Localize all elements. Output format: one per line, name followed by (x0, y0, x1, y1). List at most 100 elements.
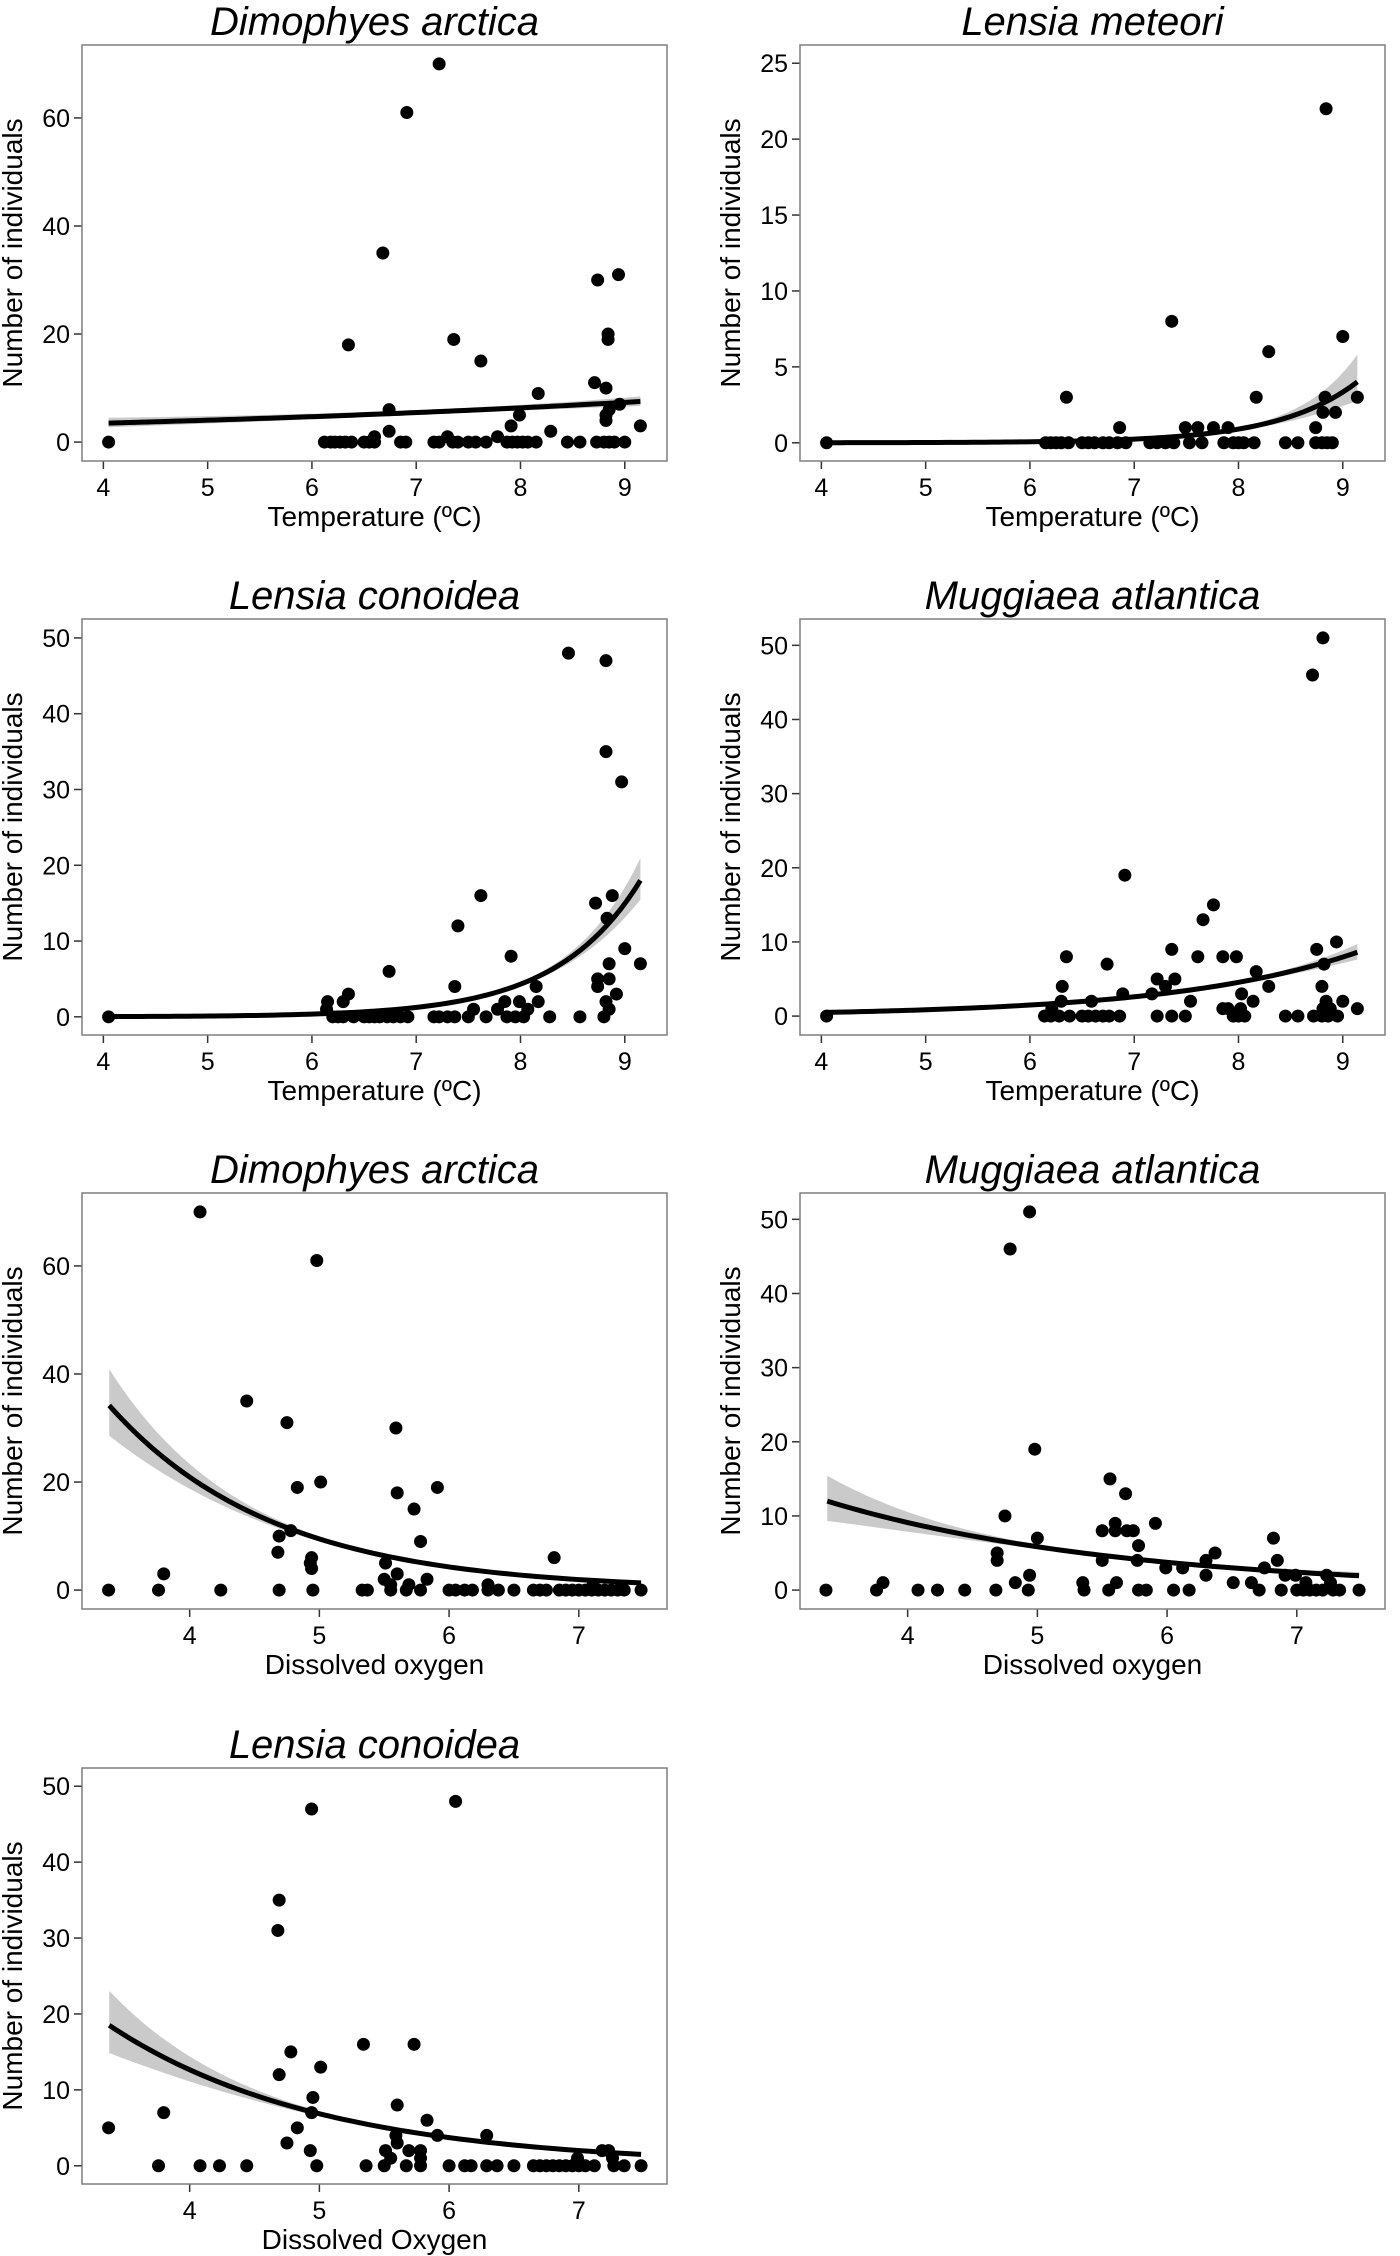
data-point (618, 435, 632, 449)
data-point (1306, 668, 1320, 682)
data-point (336, 995, 350, 1009)
data-point (399, 2159, 413, 2173)
data-point (414, 1583, 428, 1597)
data-point (607, 2159, 621, 2173)
data-point (1238, 1009, 1252, 1023)
data-point (389, 1421, 403, 1435)
data-point (193, 2159, 207, 2173)
data-point (432, 435, 446, 449)
panel-title: Muggiaea atlantica (925, 574, 1261, 618)
y-axis-title: Number of individuals (715, 1266, 746, 1535)
data-point (102, 435, 116, 449)
data-point (479, 1010, 493, 1024)
x-tick-label: 7 (1290, 1622, 1304, 1650)
data-point (1150, 972, 1164, 986)
data-point (481, 1583, 495, 1597)
panel-frame (799, 618, 1386, 1036)
plot-area (820, 631, 1364, 1023)
data-point (407, 1502, 421, 1516)
y-tick-label: 20 (760, 126, 788, 154)
data-point (531, 995, 545, 1009)
data-point (517, 1010, 531, 1024)
data-point (152, 2159, 166, 2173)
data-point (1235, 987, 1249, 1001)
x-tick-label: 8 (1232, 474, 1246, 502)
y-tick-label: 10 (760, 1503, 788, 1531)
data-point (465, 1583, 479, 1597)
data-point (382, 964, 396, 978)
data-point (589, 896, 603, 910)
plot-panel: Dimophyes arctica 4 5 6 7 8 9 0 20 40 60 Temperatur… (0, 0, 668, 532)
x-tick-label: 9 (1336, 1048, 1350, 1076)
data-point (474, 354, 488, 368)
data-point (618, 942, 632, 956)
y-axis-title: Number of individuals (715, 692, 746, 961)
data-point (573, 435, 587, 449)
fit-line (826, 1498, 1360, 1579)
x-tick-label: 9 (618, 474, 632, 502)
data-point (1113, 1009, 1127, 1023)
data-point (480, 2159, 494, 2173)
data-point (1119, 1487, 1133, 1501)
plot-panel: Lensia conoidea 4 5 6 7 0 10 20 30 40 50 Dissolved … (0, 1723, 668, 2255)
panel-frame (799, 44, 1386, 462)
x-tick-label: 5 (919, 474, 933, 502)
data-point (414, 1534, 428, 1548)
panel-frame (81, 618, 668, 1036)
data-point (1316, 631, 1330, 645)
data-point (1168, 972, 1182, 986)
data-point (990, 1553, 1004, 1567)
data-point (401, 1010, 415, 1024)
data-point (390, 1567, 404, 1581)
data-point (1266, 1531, 1280, 1545)
data-point (310, 2159, 324, 2173)
data-point (504, 949, 518, 963)
panel-title: Dimophyes arctica (210, 0, 539, 44)
data-point (420, 2113, 434, 2127)
y-tick-label: 0 (774, 1577, 788, 1605)
data-point (543, 1010, 557, 1024)
data-point (634, 1583, 648, 1597)
y-tick-label: 50 (760, 1206, 788, 1234)
data-point (377, 2159, 391, 2173)
x-tick-label: 4 (814, 474, 828, 502)
data-point (1148, 1516, 1162, 1530)
data-point (1102, 1009, 1116, 1023)
data-point (1316, 1583, 1330, 1597)
plot-panel: Lensia conoidea 4 5 6 7 8 9 0 10 20 30 40 50 Temperat… (0, 574, 668, 1106)
x-tick-label: 4 (814, 1048, 828, 1076)
data-point (1316, 405, 1330, 419)
y-tick-label: 15 (760, 202, 788, 230)
x-tick-label: 6 (1023, 1048, 1037, 1076)
data-point (272, 1583, 286, 1597)
data-point (1028, 1442, 1042, 1456)
data-point (607, 435, 621, 449)
data-point (1217, 436, 1231, 450)
data-point (449, 1794, 463, 1808)
data-point (1108, 1524, 1122, 1538)
x-tick-label: 8 (1232, 1048, 1246, 1076)
data-point (1102, 1583, 1116, 1597)
data-point (272, 1529, 286, 1543)
data-point (414, 2159, 428, 2173)
data-point (382, 424, 396, 438)
y-tick-label: 0 (56, 2153, 70, 2181)
data-point (1336, 994, 1350, 1008)
plot-panel: Dimophyes arctica 4 5 6 7 0 20 40 60 Dissolved ox… (0, 1148, 668, 1680)
data-point (152, 1583, 166, 1597)
data-point (1315, 979, 1329, 993)
data-point (449, 1583, 463, 1597)
data-point (1008, 1576, 1022, 1590)
data-point (1023, 1205, 1037, 1219)
panel-title: Muggiaea atlantica (925, 1148, 1261, 1192)
x-tick-label: 4 (96, 474, 110, 502)
x-axis-title: Temperature (ºC) (267, 1075, 481, 1106)
data-point (1191, 421, 1205, 435)
data-point (447, 332, 461, 346)
data-point (1262, 979, 1276, 993)
data-point (1182, 436, 1196, 450)
data-point (306, 1583, 320, 1597)
y-tick-label: 40 (42, 701, 70, 729)
x-axis-title: Temperature (ºC) (985, 1075, 1199, 1106)
data-point (368, 435, 381, 449)
